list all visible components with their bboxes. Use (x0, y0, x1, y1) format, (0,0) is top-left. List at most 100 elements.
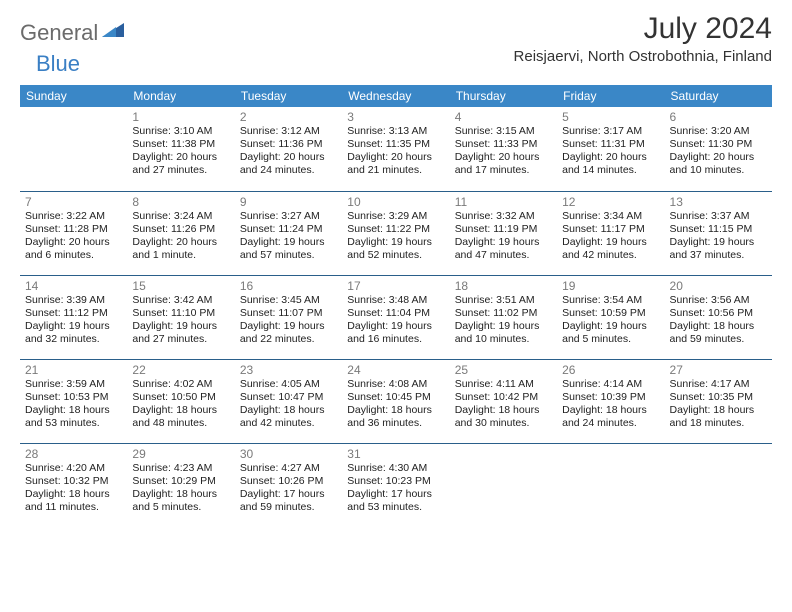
sunrise-text: Sunrise: 3:37 AM (670, 210, 767, 223)
sunset-text: Sunset: 10:42 PM (455, 391, 552, 404)
day-number: 22 (132, 363, 229, 377)
daylight-text: Daylight: 19 hours and 37 minutes. (670, 236, 767, 262)
sunset-text: Sunset: 11:12 PM (25, 307, 122, 320)
sunset-text: Sunset: 11:02 PM (455, 307, 552, 320)
calendar-table: Sunday Monday Tuesday Wednesday Thursday… (20, 85, 772, 527)
calendar-cell: 8Sunrise: 3:24 AMSunset: 11:26 PMDayligh… (127, 191, 234, 275)
logo-text-blue: Blue (36, 51, 80, 77)
sunset-text: Sunset: 11:26 PM (132, 223, 229, 236)
day-number: 17 (347, 279, 444, 293)
sunset-text: Sunset: 11:24 PM (240, 223, 337, 236)
day-number: 26 (562, 363, 659, 377)
day-number: 12 (562, 195, 659, 209)
sunrise-text: Sunrise: 4:08 AM (347, 378, 444, 391)
daylight-text: Daylight: 18 hours and 30 minutes. (455, 404, 552, 430)
daylight-text: Daylight: 20 hours and 27 minutes. (132, 151, 229, 177)
calendar-cell (557, 443, 664, 527)
day-number: 9 (240, 195, 337, 209)
calendar-cell: 22Sunrise: 4:02 AMSunset: 10:50 PMDaylig… (127, 359, 234, 443)
daylight-text: Daylight: 17 hours and 59 minutes. (240, 488, 337, 514)
sunrise-text: Sunrise: 3:20 AM (670, 125, 767, 138)
day-number: 2 (240, 110, 337, 124)
calendar-cell: 23Sunrise: 4:05 AMSunset: 10:47 PMDaylig… (235, 359, 342, 443)
daylight-text: Daylight: 19 hours and 42 minutes. (562, 236, 659, 262)
daylight-text: Daylight: 18 hours and 11 minutes. (25, 488, 122, 514)
sunset-text: Sunset: 11:07 PM (240, 307, 337, 320)
calendar-cell: 26Sunrise: 4:14 AMSunset: 10:39 PMDaylig… (557, 359, 664, 443)
day-number: 7 (25, 195, 122, 209)
calendar-cell: 21Sunrise: 3:59 AMSunset: 10:53 PMDaylig… (20, 359, 127, 443)
calendar-row: 28Sunrise: 4:20 AMSunset: 10:32 PMDaylig… (20, 443, 772, 527)
sunrise-text: Sunrise: 4:23 AM (132, 462, 229, 475)
daylight-text: Daylight: 19 hours and 57 minutes. (240, 236, 337, 262)
weekday-header: Saturday (665, 85, 772, 107)
calendar-cell (665, 443, 772, 527)
daylight-text: Daylight: 20 hours and 21 minutes. (347, 151, 444, 177)
weekday-header: Sunday (20, 85, 127, 107)
daylight-text: Daylight: 18 hours and 36 minutes. (347, 404, 444, 430)
sunset-text: Sunset: 10:39 PM (562, 391, 659, 404)
calendar-cell: 16Sunrise: 3:45 AMSunset: 11:07 PMDaylig… (235, 275, 342, 359)
sunrise-text: Sunrise: 3:13 AM (347, 125, 444, 138)
sunrise-text: Sunrise: 4:17 AM (670, 378, 767, 391)
calendar-cell: 25Sunrise: 4:11 AMSunset: 10:42 PMDaylig… (450, 359, 557, 443)
daylight-text: Daylight: 18 hours and 24 minutes. (562, 404, 659, 430)
day-number: 21 (25, 363, 122, 377)
calendar-cell: 1Sunrise: 3:10 AMSunset: 11:38 PMDayligh… (127, 107, 234, 191)
day-number: 27 (670, 363, 767, 377)
daylight-text: Daylight: 18 hours and 18 minutes. (670, 404, 767, 430)
daylight-text: Daylight: 20 hours and 10 minutes. (670, 151, 767, 177)
sunset-text: Sunset: 11:31 PM (562, 138, 659, 151)
logo-triangle-icon (102, 21, 124, 42)
sunset-text: Sunset: 11:04 PM (347, 307, 444, 320)
logo-text-general: General (20, 20, 98, 46)
calendar-cell: 28Sunrise: 4:20 AMSunset: 10:32 PMDaylig… (20, 443, 127, 527)
daylight-text: Daylight: 20 hours and 14 minutes. (562, 151, 659, 177)
sunset-text: Sunset: 11:38 PM (132, 138, 229, 151)
sunset-text: Sunset: 10:26 PM (240, 475, 337, 488)
calendar-cell (450, 443, 557, 527)
calendar-cell: 7Sunrise: 3:22 AMSunset: 11:28 PMDayligh… (20, 191, 127, 275)
day-number: 31 (347, 447, 444, 461)
sunrise-text: Sunrise: 3:22 AM (25, 210, 122, 223)
day-number: 3 (347, 110, 444, 124)
daylight-text: Daylight: 19 hours and 5 minutes. (562, 320, 659, 346)
calendar-cell: 24Sunrise: 4:08 AMSunset: 10:45 PMDaylig… (342, 359, 449, 443)
sunset-text: Sunset: 11:36 PM (240, 138, 337, 151)
daylight-text: Daylight: 20 hours and 6 minutes. (25, 236, 122, 262)
sunrise-text: Sunrise: 3:15 AM (455, 125, 552, 138)
sunset-text: Sunset: 10:23 PM (347, 475, 444, 488)
calendar-cell: 6Sunrise: 3:20 AMSunset: 11:30 PMDayligh… (665, 107, 772, 191)
sunset-text: Sunset: 11:10 PM (132, 307, 229, 320)
day-number: 16 (240, 279, 337, 293)
calendar-cell: 2Sunrise: 3:12 AMSunset: 11:36 PMDayligh… (235, 107, 342, 191)
sunrise-text: Sunrise: 4:02 AM (132, 378, 229, 391)
calendar-cell: 15Sunrise: 3:42 AMSunset: 11:10 PMDaylig… (127, 275, 234, 359)
calendar-cell: 11Sunrise: 3:32 AMSunset: 11:19 PMDaylig… (450, 191, 557, 275)
sunrise-text: Sunrise: 3:29 AM (347, 210, 444, 223)
weekday-header: Wednesday (342, 85, 449, 107)
day-number: 18 (455, 279, 552, 293)
calendar-cell: 19Sunrise: 3:54 AMSunset: 10:59 PMDaylig… (557, 275, 664, 359)
daylight-text: Daylight: 18 hours and 53 minutes. (25, 404, 122, 430)
sunrise-text: Sunrise: 3:42 AM (132, 294, 229, 307)
location-text: Reisjaervi, North Ostrobothnia, Finland (514, 48, 772, 65)
sunset-text: Sunset: 11:33 PM (455, 138, 552, 151)
sunrise-text: Sunrise: 3:51 AM (455, 294, 552, 307)
calendar-cell: 9Sunrise: 3:27 AMSunset: 11:24 PMDayligh… (235, 191, 342, 275)
sunrise-text: Sunrise: 4:20 AM (25, 462, 122, 475)
daylight-text: Daylight: 18 hours and 59 minutes. (670, 320, 767, 346)
calendar-cell: 18Sunrise: 3:51 AMSunset: 11:02 PMDaylig… (450, 275, 557, 359)
sunset-text: Sunset: 11:17 PM (562, 223, 659, 236)
daylight-text: Daylight: 18 hours and 48 minutes. (132, 404, 229, 430)
calendar-cell: 20Sunrise: 3:56 AMSunset: 10:56 PMDaylig… (665, 275, 772, 359)
daylight-text: Daylight: 19 hours and 10 minutes. (455, 320, 552, 346)
sunset-text: Sunset: 11:30 PM (670, 138, 767, 151)
calendar-cell: 30Sunrise: 4:27 AMSunset: 10:26 PMDaylig… (235, 443, 342, 527)
sunset-text: Sunset: 11:19 PM (455, 223, 552, 236)
daylight-text: Daylight: 20 hours and 24 minutes. (240, 151, 337, 177)
sunrise-text: Sunrise: 4:05 AM (240, 378, 337, 391)
sunset-text: Sunset: 10:45 PM (347, 391, 444, 404)
sunrise-text: Sunrise: 3:32 AM (455, 210, 552, 223)
calendar-row: 1Sunrise: 3:10 AMSunset: 11:38 PMDayligh… (20, 107, 772, 191)
